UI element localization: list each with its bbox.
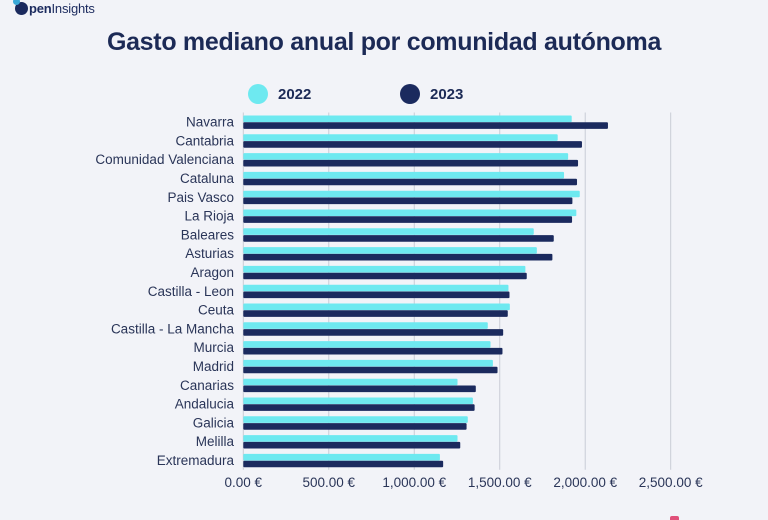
legend-swatch-2022 bbox=[248, 84, 268, 104]
x-tick-label: 1,500.00 € bbox=[468, 475, 532, 490]
bar-2022 bbox=[243, 209, 577, 217]
category-label: Pais Vasco bbox=[167, 190, 234, 205]
bar-2023 bbox=[243, 197, 573, 205]
bar-2023 bbox=[243, 441, 461, 449]
category-label: Galicia bbox=[193, 415, 235, 430]
bar-2023 bbox=[243, 178, 578, 186]
category-label: Melilla bbox=[196, 434, 235, 449]
bar-2022 bbox=[243, 115, 572, 123]
bar-2022 bbox=[243, 378, 458, 386]
bar-2022 bbox=[243, 190, 580, 198]
bar-2022 bbox=[243, 416, 468, 423]
legend-item-2023: 2023 bbox=[400, 84, 463, 104]
open-insights-o-icon bbox=[13, 0, 28, 15]
bar-2023 bbox=[243, 347, 503, 355]
category-label: Ceuta bbox=[198, 303, 235, 318]
bar-2023 bbox=[243, 235, 554, 242]
legend-item-2022: 2022 bbox=[248, 84, 311, 104]
bar-2023 bbox=[243, 329, 504, 336]
bar-2023 bbox=[243, 159, 579, 167]
bar-2023 bbox=[243, 272, 527, 280]
category-label: Navarra bbox=[186, 115, 235, 130]
bar-2022 bbox=[243, 171, 565, 179]
category-label: Asturias bbox=[185, 246, 234, 261]
x-tick-label: 2,500.00 € bbox=[639, 475, 703, 490]
bar-2022 bbox=[243, 341, 491, 348]
bar-2023 bbox=[243, 404, 475, 411]
category-label: Andalucia bbox=[175, 397, 235, 412]
category-label: Castilla - La Mancha bbox=[111, 321, 235, 336]
bar-2023 bbox=[243, 460, 444, 468]
legend-label-2022: 2022 bbox=[278, 85, 312, 103]
corner-logo-fragment bbox=[670, 516, 679, 520]
bar-2022 bbox=[243, 134, 558, 141]
bar-2022 bbox=[243, 397, 473, 405]
brand-name-bold: pen bbox=[29, 0, 52, 16]
bar-2022 bbox=[243, 247, 537, 254]
brand-name: penInsights bbox=[29, 1, 95, 16]
category-label: Extremadura bbox=[157, 453, 235, 468]
category-label: La Rioja bbox=[184, 209, 234, 224]
x-tick-label: 1,000.00 € bbox=[382, 475, 446, 490]
bar-2023 bbox=[243, 310, 508, 317]
bar-2023 bbox=[243, 385, 476, 393]
brand-name-light: Insights bbox=[51, 0, 95, 16]
category-label: Madrid bbox=[193, 359, 234, 374]
category-label: Comunidad Valenciana bbox=[95, 152, 234, 167]
bar-2023 bbox=[243, 216, 573, 223]
bar-2022 bbox=[243, 453, 440, 461]
x-tick-label: 2,000.00 € bbox=[553, 475, 617, 490]
category-label: Baleares bbox=[181, 227, 235, 242]
bar-2023 bbox=[243, 141, 582, 148]
bar-2023 bbox=[243, 291, 510, 299]
bar-2023 bbox=[243, 366, 498, 374]
brand-logo: penInsights bbox=[13, 0, 95, 16]
bar-2023 bbox=[243, 423, 467, 430]
category-label: Cataluna bbox=[180, 171, 235, 186]
x-tick-label: 0.00 € bbox=[225, 475, 263, 490]
chart-title: Gasto mediano anual por comunidad autóno… bbox=[106, 28, 662, 56]
category-label: Aragon bbox=[190, 265, 234, 280]
category-label: Murcia bbox=[193, 340, 234, 355]
bar-2022 bbox=[243, 435, 458, 442]
category-label: Castilla - Leon bbox=[148, 284, 234, 299]
bar-2022 bbox=[243, 228, 534, 235]
bar-2022 bbox=[243, 284, 509, 292]
legend-label-2023: 2023 bbox=[430, 85, 464, 103]
bar-2022 bbox=[243, 153, 569, 160]
bar-2022 bbox=[243, 265, 526, 273]
x-tick-label: 500.00 € bbox=[302, 475, 355, 490]
bar-2022 bbox=[243, 359, 493, 367]
bar-2022 bbox=[243, 303, 510, 311]
bar-2022 bbox=[243, 322, 488, 329]
bar-2023 bbox=[243, 122, 608, 129]
category-label: Canarias bbox=[180, 378, 234, 393]
bar-2023 bbox=[243, 253, 553, 261]
category-label: Cantabria bbox=[175, 133, 234, 148]
legend-swatch-2023 bbox=[400, 84, 420, 104]
